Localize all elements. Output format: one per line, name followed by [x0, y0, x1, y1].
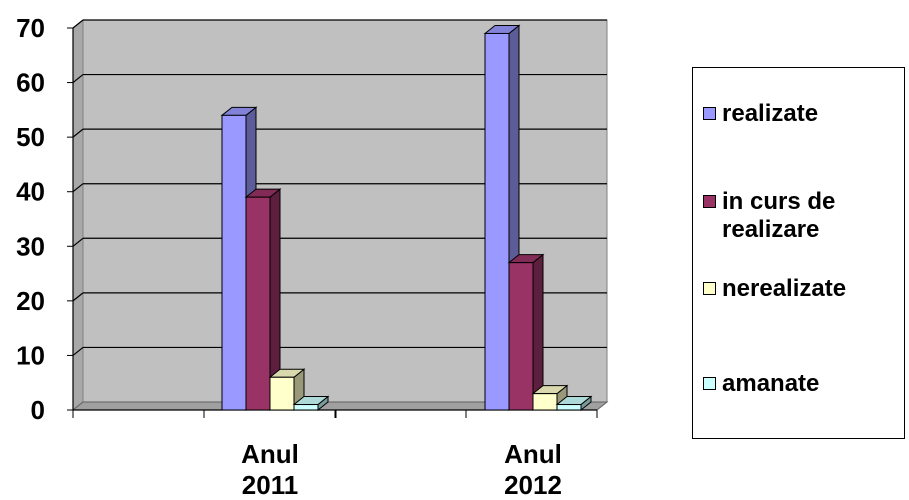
legend-swatch — [703, 282, 716, 295]
bar-amanate-2 — [556, 404, 582, 411]
y-axis-ticks: 0 10 20 30 40 50 60 70 — [16, 13, 73, 425]
bar-amanate-1 — [293, 404, 319, 411]
y-tick-label: 40 — [16, 177, 45, 207]
legend-swatch — [703, 107, 716, 120]
gridline-side — [72, 237, 84, 247]
gridlines — [72, 19, 607, 356]
gridline-side — [72, 74, 84, 84]
legend-swatch — [703, 377, 716, 390]
gridline-side — [72, 19, 84, 29]
bar-realizate-1 — [221, 114, 247, 411]
gridline-side — [72, 292, 84, 302]
x-axis-labels: Anul 2011 Anul 2012 — [241, 439, 562, 500]
y-tick-label: 30 — [16, 231, 45, 261]
x-category-label: Anul 2011 — [241, 439, 299, 500]
bar-in-curs-de-realizare-2 — [508, 262, 534, 411]
y-tick-label: 0 — [31, 395, 45, 425]
y-tick-label: 10 — [16, 340, 45, 370]
bar-nerealizate-2 — [532, 393, 558, 411]
legend-label: nerealizate — [722, 275, 847, 302]
bars — [220, 24, 593, 412]
y-tick-label: 70 — [16, 13, 45, 43]
legend-swatch — [703, 195, 716, 208]
y-tick-label: 60 — [16, 68, 45, 98]
gridline-side — [72, 183, 84, 193]
x-category-label: Anul 2012 — [504, 439, 562, 500]
legend-label: amanate — [722, 370, 820, 397]
bar-nerealizate-1 — [269, 376, 295, 411]
legend-label: realizate — [722, 100, 819, 127]
gridline-side — [72, 346, 84, 356]
y-tick-label: 50 — [16, 122, 45, 152]
gridline-side — [72, 128, 84, 138]
bar-in-curs-de-realizare-1 — [245, 196, 271, 411]
y-tick-label: 20 — [16, 286, 45, 316]
bar-realizate-2 — [484, 32, 510, 411]
legend-item-in-curs-de-realizare: in curs de realizare — [703, 188, 835, 244]
legend-label: in curs de realizare — [722, 188, 836, 243]
legend: realizate in curs de realizare nerealiza… — [692, 67, 905, 439]
legend-item-realizate: realizate — [703, 100, 818, 128]
legend-item-nerealizate: nerealizate — [703, 275, 846, 303]
legend-item-amanate: amanate — [703, 370, 819, 398]
